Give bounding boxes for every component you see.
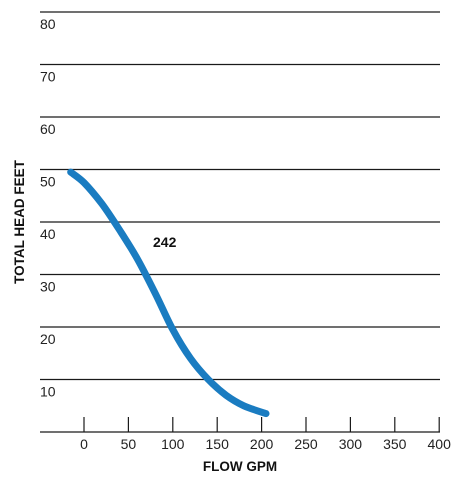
y-tick-label-60: 60 — [40, 121, 56, 137]
x-tick-label-250: 250 — [294, 436, 318, 452]
x-tick-label-0: 0 — [80, 436, 88, 452]
x-axis — [40, 417, 440, 433]
y-tick-label-20: 20 — [40, 331, 56, 347]
x-tick-label-150: 150 — [206, 436, 230, 452]
x-tick-label-100: 100 — [161, 436, 185, 452]
x-tick-label-300: 300 — [339, 436, 363, 452]
y-tick-label-40: 40 — [40, 226, 56, 242]
y-tick-label-30: 30 — [40, 279, 56, 295]
x-tick-label-50: 50 — [121, 436, 137, 452]
x-tick-label-350: 350 — [383, 436, 407, 452]
y-tick-labels: 10 20 30 40 50 60 70 80 — [40, 16, 56, 400]
x-tick-labels: 0 50 100 150 200 250 300 350 400 — [80, 436, 451, 452]
x-tick-label-200: 200 — [250, 436, 274, 452]
grid-lines — [40, 11, 440, 381]
series-label-242: 242 — [153, 234, 177, 250]
y-axis-title: TOTAL HEAD FEET — [12, 159, 27, 284]
y-tick-label-70: 70 — [40, 69, 56, 85]
series-line-242 — [67, 168, 270, 418]
y-tick-label-80: 80 — [40, 16, 56, 32]
series-layer — [67, 168, 270, 418]
x-axis-title: FLOW GPM — [203, 459, 277, 474]
y-tick-label-50: 50 — [40, 174, 56, 190]
x-tick-label-400: 400 — [428, 436, 452, 452]
y-tick-label-10: 10 — [40, 384, 56, 400]
